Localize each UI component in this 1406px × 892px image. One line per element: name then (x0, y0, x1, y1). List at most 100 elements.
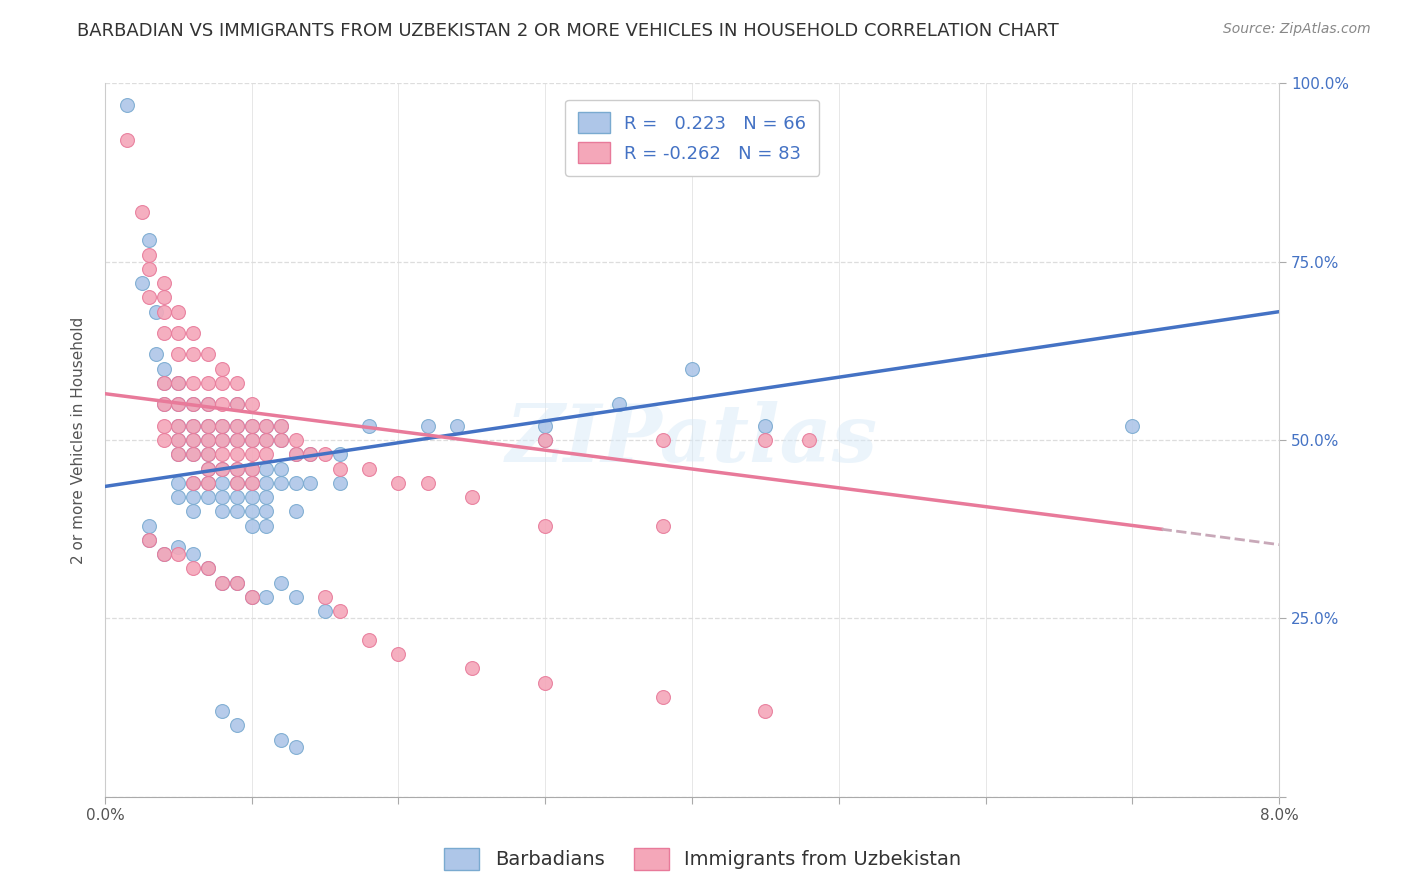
Point (181, 433, 204, 447)
Point (226, 397, 249, 411)
Point (167, 547, 190, 561)
Point (284, 475, 307, 490)
Point (254, 504, 277, 518)
Point (226, 575, 249, 590)
Point (226, 447, 249, 461)
Point (138, 233, 160, 247)
Point (211, 418, 233, 433)
Point (152, 361, 174, 376)
Point (226, 376, 249, 390)
Point (240, 433, 263, 447)
Point (115, 134, 138, 148)
Point (211, 504, 233, 518)
Point (197, 447, 219, 461)
Point (226, 475, 249, 490)
Point (226, 575, 249, 590)
Point (299, 475, 322, 490)
Point (181, 347, 204, 361)
Point (226, 475, 249, 490)
Point (254, 475, 277, 490)
Point (226, 418, 249, 433)
Point (284, 447, 307, 461)
Point (152, 547, 174, 561)
Point (167, 433, 190, 447)
Point (181, 397, 204, 411)
Point (607, 397, 630, 411)
Point (240, 490, 263, 504)
Point (534, 433, 557, 447)
Point (651, 433, 673, 447)
Point (240, 504, 263, 518)
Point (152, 418, 174, 433)
Point (152, 376, 174, 390)
Point (181, 504, 204, 518)
Point (240, 475, 263, 490)
Point (534, 418, 557, 433)
Point (152, 304, 174, 318)
Point (152, 376, 174, 390)
Point (197, 561, 219, 575)
Point (284, 447, 307, 461)
Point (197, 490, 219, 504)
Point (138, 518, 160, 533)
Point (145, 304, 167, 318)
Point (254, 518, 277, 533)
Point (240, 518, 263, 533)
Point (240, 590, 263, 604)
Point (226, 418, 249, 433)
Y-axis label: 2 or more Vehicles in Household: 2 or more Vehicles in Household (72, 317, 86, 564)
Point (240, 433, 263, 447)
Point (167, 540, 190, 554)
Point (270, 461, 292, 475)
Point (197, 397, 219, 411)
Point (254, 447, 277, 461)
Point (359, 632, 381, 647)
Point (329, 604, 352, 618)
Point (270, 418, 292, 433)
Point (167, 376, 190, 390)
Point (226, 433, 249, 447)
Point (152, 433, 174, 447)
Point (115, 98, 138, 112)
Text: Source: ZipAtlas.com: Source: ZipAtlas.com (1223, 22, 1371, 37)
Point (181, 418, 204, 433)
Point (226, 461, 249, 475)
Point (167, 326, 190, 340)
Point (226, 433, 249, 447)
Point (416, 418, 439, 433)
Point (138, 533, 160, 547)
Point (461, 490, 484, 504)
Point (197, 397, 219, 411)
Point (754, 418, 776, 433)
Point (416, 475, 439, 490)
Point (270, 433, 292, 447)
Point (254, 418, 277, 433)
Point (211, 433, 233, 447)
Point (254, 590, 277, 604)
Point (181, 475, 204, 490)
Point (240, 397, 263, 411)
Point (461, 661, 484, 675)
Point (754, 433, 776, 447)
Point (211, 490, 233, 504)
Point (167, 304, 190, 318)
Point (152, 276, 174, 290)
Point (226, 461, 249, 475)
Point (226, 718, 249, 732)
Point (167, 376, 190, 390)
Point (359, 418, 381, 433)
Point (446, 418, 468, 433)
Point (197, 461, 219, 475)
Point (329, 475, 352, 490)
Point (254, 461, 277, 475)
Point (181, 447, 204, 461)
Point (651, 690, 673, 704)
Point (167, 447, 190, 461)
Point (651, 518, 673, 533)
Point (226, 504, 249, 518)
Point (284, 590, 307, 604)
Point (1121, 418, 1143, 433)
Point (314, 604, 336, 618)
Point (270, 418, 292, 433)
Point (799, 433, 821, 447)
